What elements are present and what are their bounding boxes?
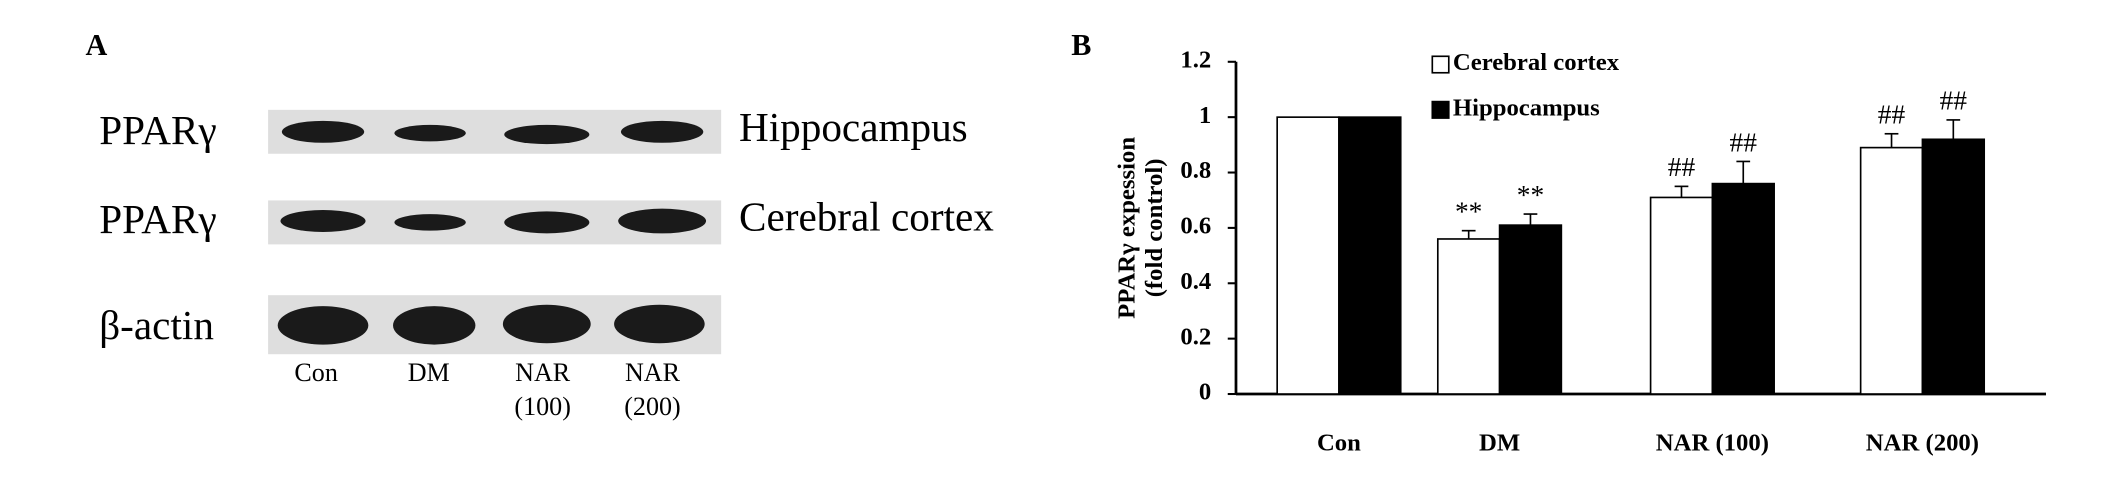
bar bbox=[1498, 224, 1563, 395]
y-tick-label: 0 bbox=[1199, 379, 1211, 406]
bands bbox=[277, 120, 707, 345]
lane-label: NAR bbox=[515, 358, 571, 387]
y-tick-label: 1.2 bbox=[1180, 46, 1211, 73]
y-tick-label: 0.4 bbox=[1180, 268, 1211, 295]
x-tick-label: NAR (200) bbox=[1866, 429, 1979, 456]
bar bbox=[1436, 238, 1501, 395]
row-label: β-actin bbox=[99, 302, 214, 348]
bar bbox=[1859, 146, 1924, 395]
significance: ## bbox=[1730, 127, 1758, 157]
y-tick-label: 0.2 bbox=[1180, 323, 1211, 350]
significance: ## bbox=[1668, 152, 1696, 182]
legend-swatch bbox=[1431, 55, 1450, 74]
bar bbox=[1649, 196, 1714, 395]
y-axis-label: PPARγ expession bbox=[1114, 137, 1141, 319]
legend-swatch bbox=[1431, 100, 1450, 119]
significance: ## bbox=[1878, 100, 1906, 130]
tissue-label: Cerebral cortex bbox=[739, 193, 994, 239]
bar bbox=[1276, 116, 1340, 395]
lane-label: (100) bbox=[514, 392, 571, 421]
y-tick-label: 1 bbox=[1199, 102, 1211, 129]
y-axis-label: (fold control) bbox=[1141, 158, 1168, 297]
significance: ** bbox=[1455, 196, 1482, 226]
bar bbox=[1338, 116, 1402, 395]
legend-label: Hippocampus bbox=[1453, 95, 1600, 122]
x-tick-label: NAR (100) bbox=[1656, 429, 1769, 456]
tissue-label: Hippocampus bbox=[739, 104, 968, 150]
x-tick-label: DM bbox=[1479, 429, 1520, 456]
significance: ** bbox=[1517, 180, 1544, 210]
lane-label: DM bbox=[408, 358, 450, 387]
x-tick-label: Con bbox=[1317, 429, 1361, 456]
bar bbox=[1711, 182, 1775, 395]
lane-label: (200) bbox=[624, 392, 681, 421]
y-tick-label: 0.8 bbox=[1180, 157, 1211, 184]
panel-label: A bbox=[86, 28, 108, 62]
row-label: PPARγ bbox=[99, 196, 216, 242]
y-tick-label: 0.6 bbox=[1180, 213, 1211, 240]
significance: ## bbox=[1940, 86, 1968, 116]
lane-label: NAR bbox=[625, 358, 681, 387]
panel-label: B bbox=[1071, 28, 1091, 62]
row-label: PPARγ bbox=[99, 107, 216, 153]
bar bbox=[1921, 138, 1986, 395]
lane-label: Con bbox=[294, 358, 337, 387]
legend-label: Cerebral cortex bbox=[1453, 49, 1620, 76]
